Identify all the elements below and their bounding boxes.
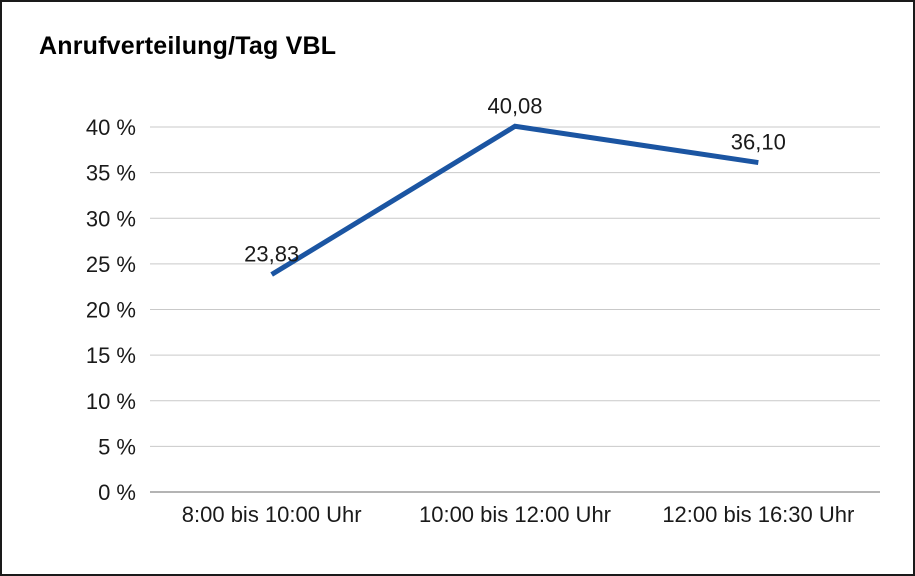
x-tick-label: 12:00 bis 16:30 Uhr bbox=[662, 502, 854, 527]
data-line bbox=[270, 123, 759, 277]
y-tick-label: 35 % bbox=[86, 161, 136, 186]
x-tick-label: 10:00 bis 12:00 Uhr bbox=[419, 502, 611, 527]
y-tick-label: 15 % bbox=[86, 343, 136, 368]
y-tick-label: 20 % bbox=[86, 298, 136, 323]
data-label: 40,08 bbox=[487, 93, 542, 118]
y-tick-label: 0 % bbox=[98, 480, 136, 505]
y-tick-label: 30 % bbox=[86, 206, 136, 231]
y-tick-label: 10 % bbox=[86, 389, 136, 414]
y-tick-label: 25 % bbox=[86, 252, 136, 277]
y-tick-label: 40 % bbox=[86, 115, 136, 140]
x-tick-label: 8:00 bis 10:00 Uhr bbox=[182, 502, 362, 527]
data-label: 36,10 bbox=[731, 130, 786, 155]
data-label: 23,83 bbox=[244, 242, 299, 267]
y-tick-label: 5 % bbox=[98, 434, 136, 459]
chart-title: Anrufverteilung/Tag VBL bbox=[39, 32, 337, 60]
